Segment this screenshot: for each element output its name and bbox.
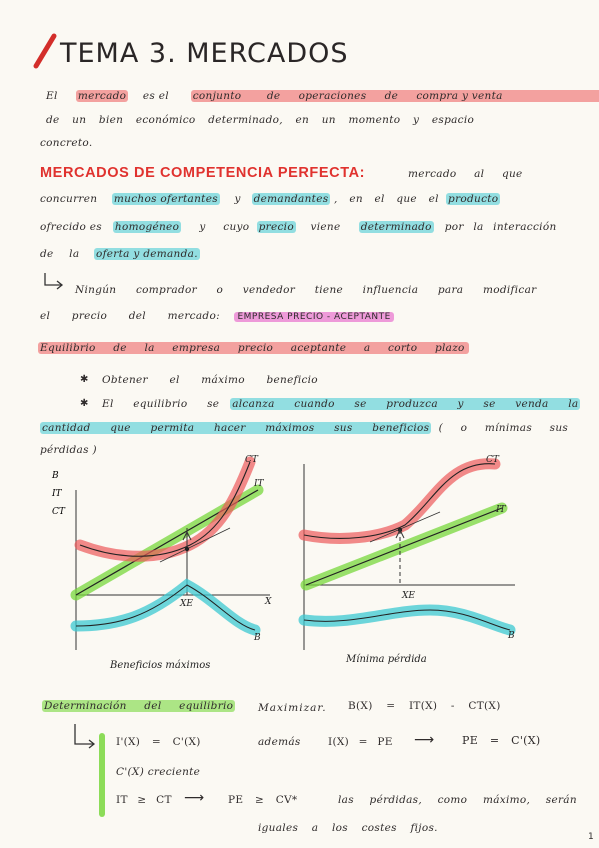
highlight-precio: precio — [256, 221, 296, 233]
condition-bracket — [74, 724, 105, 817]
highlight-determinado: determinado — [358, 221, 434, 233]
mcp-line-1: mercado al que — [408, 168, 523, 180]
mcp-line-2: concurren muchos ofertantes y demandante… — [40, 193, 501, 205]
it-label: IT — [253, 479, 265, 489]
ademas-label: además — [258, 736, 301, 748]
it-label: IT — [495, 505, 507, 515]
equilibrio-bullet-1: Obtener el máximo beneficio — [102, 374, 318, 386]
b-highlight — [298, 604, 516, 636]
condition-4: iguales a los costes fijos. — [258, 822, 438, 834]
page-number: 1 — [588, 832, 594, 842]
tangent-line — [159, 527, 231, 563]
intro-line-3: concreto. — [40, 137, 93, 149]
condition-3b: PE ≥ CV* — [228, 794, 298, 806]
maximizar-label: Maximizar. — [258, 702, 327, 714]
ct-label: CT — [486, 455, 500, 465]
y-label-it: IT — [51, 489, 63, 499]
y-label-b: B — [51, 471, 59, 481]
red-slash-mark — [33, 33, 57, 69]
graph-beneficios-maximos: B IT CT CT IT XE X B Beneficios máximos — [51, 455, 272, 671]
highlight-producto: producto — [446, 193, 501, 205]
formula-beneficio: B(X) = IT(X) - CT(X) — [348, 700, 501, 712]
condition-2: C'(X) creciente — [116, 766, 201, 778]
page-title: TEMA 3. MERCADOS — [60, 38, 349, 69]
highlight-demandantes: demandantes — [251, 193, 331, 205]
mcp-line-3: ofrecido es homogéneo y cuyo precio vien… — [40, 221, 557, 233]
condition-3c: las pérdidas, como máximo, serán — [338, 794, 577, 806]
it-line — [305, 507, 503, 586]
b-highlight — [70, 578, 261, 636]
bullet-icon: ✱ — [80, 374, 89, 385]
equilibrio-bullet-2-end: pérdidas ) — [40, 444, 97, 456]
intro-line-1: El mercado es el conjunto de operaciones… — [46, 90, 599, 102]
b-curve — [303, 609, 511, 631]
corner-arrow-icon — [44, 273, 64, 290]
condition-1c: PE = C'(X) — [462, 734, 541, 747]
intro-line-2: de un bien económico determinado, en un … — [46, 114, 475, 126]
highlight-homogeneo: homogéneo — [112, 221, 182, 233]
graph-minima-perdida: CT IT XE B Mínima pérdida — [298, 455, 516, 665]
highlight-ofertantes: muchos ofertantes — [111, 193, 220, 205]
caption-left: Beneficios máximos — [109, 660, 210, 671]
xe-label: XE — [179, 599, 193, 609]
equilibrio-bullet-2: El equilibrio se alcanza cuando se produ… — [102, 398, 581, 410]
arrow-icon: ⟶ — [184, 790, 205, 806]
xe-label: XE — [401, 591, 415, 601]
determinacion-heading: Determinación del equilibrio — [42, 700, 236, 712]
equilibrio-bullet-2-cont: cantidad que permita hacer máximos sus b… — [40, 422, 569, 434]
highlight-empresa-precio-aceptante: EMPRESA PRECIO - ACEPTANTE — [234, 312, 394, 322]
ct-label: CT — [245, 455, 259, 465]
tangent-line — [369, 511, 441, 543]
bullet-icon: ✱ — [80, 398, 89, 409]
arrow-icon: ⟶ — [414, 732, 435, 748]
y-label-ct: CT — [52, 507, 66, 517]
condition-3: IT ≥ CT — [116, 794, 172, 806]
caption-right: Mínima pérdida — [345, 654, 427, 665]
highlight-oferta-demanda: oferta y demanda. — [93, 248, 200, 260]
mcp-line-4: de la oferta y demanda. — [40, 248, 200, 260]
mcp-arrow-line-1: Ningún comprador o vendedor tiene influe… — [75, 284, 537, 296]
mcp-arrow-line-2: el precio del mercado: EMPRESA PRECIO - … — [40, 310, 394, 322]
b-curve — [75, 584, 256, 631]
condition-1b: I(X) = PE — [328, 736, 393, 748]
mcp-heading: MERCADOS DE COMPETENCIA PERFECTA: — [40, 165, 366, 181]
ct-line — [79, 461, 251, 557]
highlight-mercado: mercado — [75, 90, 129, 102]
b-label: B — [253, 633, 261, 643]
condition-1: I'(X) = C'(X) — [116, 736, 201, 748]
b-label: B — [507, 631, 515, 641]
ct-line — [303, 463, 496, 539]
highlight-conjunto: conjunto de operaciones de compra y vent… — [190, 90, 599, 102]
equilibrio-heading: Equilibrio de la empresa precio aceptant… — [38, 342, 469, 354]
x-axis-label: X — [264, 597, 272, 607]
